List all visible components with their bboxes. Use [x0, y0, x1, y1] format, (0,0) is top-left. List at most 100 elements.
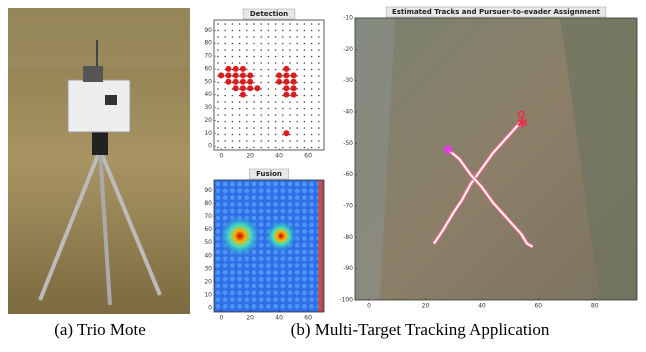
detection-point: [291, 79, 297, 85]
heat-cell: [223, 209, 228, 214]
sensor-node: [304, 88, 306, 90]
sensor-node: [296, 114, 298, 116]
sensor-node: [296, 75, 298, 77]
sensor-node: [260, 69, 262, 71]
sensor-node: [224, 114, 226, 116]
heat-cell: [309, 270, 314, 275]
heat-cell: [280, 209, 285, 214]
heat-cell: [266, 304, 271, 309]
sensor-node: [289, 23, 291, 25]
heat-cell: [223, 290, 228, 295]
sensor-node: [268, 30, 270, 32]
sensor-node: [232, 95, 234, 97]
sensor-node: [311, 75, 313, 77]
heat-cell: [216, 284, 221, 289]
heat-cell: [223, 202, 228, 207]
sensor-node: [232, 30, 234, 32]
heat-cell: [302, 243, 307, 248]
sensor-node: [289, 36, 291, 38]
sensor-node: [253, 69, 255, 71]
heat-cell: [302, 256, 307, 261]
sensor-node: [217, 49, 219, 51]
y-tick-label: -100: [339, 297, 353, 304]
heat-cell: [237, 304, 242, 309]
sensor-node: [275, 147, 277, 149]
sensor-node: [268, 108, 270, 110]
x-tick-label: 20: [246, 315, 254, 322]
sensor-node: [217, 95, 219, 97]
sensor-node: [253, 23, 255, 25]
sensor-node: [318, 114, 320, 116]
y-tick-label: 80: [204, 40, 212, 47]
heat-cell: [266, 256, 271, 261]
sensor-node: [253, 43, 255, 45]
sensor-node: [282, 101, 284, 103]
detection-point: [276, 72, 282, 78]
heat-cell: [244, 182, 249, 187]
sensor-node: [217, 147, 219, 149]
sensor-node: [318, 95, 320, 97]
sensor-node: [275, 95, 277, 97]
y-tick-label: -20: [343, 46, 353, 53]
sensor-node: [232, 56, 234, 58]
sensor-node: [275, 49, 277, 51]
chart-title: Estimated Tracks and Pursuer-to-evader A…: [392, 8, 601, 16]
heat-cell: [223, 195, 228, 200]
sensor-node: [239, 121, 241, 123]
heat-cell: [216, 195, 221, 200]
y-tick-label: 60: [204, 226, 212, 233]
y-tick-label: 30: [204, 104, 212, 111]
detection-point: [225, 79, 231, 85]
sensor-node: [217, 101, 219, 103]
sensor-node: [224, 43, 226, 45]
heat-cell: [237, 188, 242, 193]
sensor-node: [289, 49, 291, 51]
sensor-node: [232, 147, 234, 149]
sensor-node: [260, 114, 262, 116]
sensor-node: [239, 108, 241, 110]
sensor-node: [232, 49, 234, 51]
sensor-node: [232, 101, 234, 103]
heat-cell: [216, 216, 221, 221]
y-tick-label: -10: [343, 15, 353, 22]
sensor-node: [282, 62, 284, 64]
detection-point: [254, 85, 260, 91]
heat-cell: [230, 188, 235, 193]
detection-point: [283, 79, 289, 85]
heat-cell: [309, 263, 314, 268]
heat-cell: [302, 216, 307, 221]
heat-cell: [244, 284, 249, 289]
detection-point: [247, 72, 253, 78]
heat-cell: [280, 256, 285, 261]
heat-cell: [273, 182, 278, 187]
heat-cell: [280, 182, 285, 187]
heat-cell: [273, 209, 278, 214]
heat-cell: [273, 290, 278, 295]
heat-cell: [223, 182, 228, 187]
sensor-node: [239, 127, 241, 129]
sensor-node: [296, 82, 298, 84]
sensor-node: [253, 30, 255, 32]
heat-cell: [309, 277, 314, 282]
x-tick-label: 80: [591, 303, 599, 310]
heat-cell: [230, 263, 235, 268]
sensor-node: [253, 108, 255, 110]
sensor-node: [268, 69, 270, 71]
y-tick-label: 40: [204, 91, 212, 98]
sensor-node: [246, 49, 248, 51]
sensor-node: [311, 127, 313, 129]
heat-cell: [309, 188, 314, 193]
sensor-node: [275, 140, 277, 142]
sensor-node: [260, 23, 262, 25]
heat-cell: [288, 284, 293, 289]
y-tick-label: 90: [204, 27, 212, 34]
sensor-node: [275, 101, 277, 103]
heat-cell: [295, 202, 300, 207]
sensor-node: [304, 140, 306, 142]
sensor-node: [232, 43, 234, 45]
sensor-node: [296, 69, 298, 71]
x-tick-label: 60: [304, 153, 312, 160]
heat-cell: [309, 216, 314, 221]
sensor-node: [304, 23, 306, 25]
sensor-node: [282, 30, 284, 32]
